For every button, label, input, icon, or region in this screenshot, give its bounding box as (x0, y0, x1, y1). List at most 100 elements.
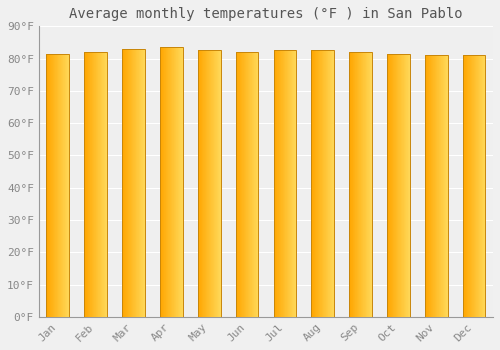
Bar (313, 50, 314, 317)
Bar (241, 52, 242, 317)
Bar (357, 52, 358, 317)
Bar (434, 55, 435, 317)
Bar (55, 54, 56, 317)
Bar (62, 54, 63, 317)
Bar (86, 52, 87, 317)
Bar (66, 54, 67, 317)
Bar (470, 55, 472, 317)
Bar (406, 54, 407, 317)
Bar (466, 55, 468, 317)
Bar (433, 55, 434, 317)
Bar (52, 54, 53, 317)
Bar (206, 50, 207, 317)
Bar (293, 50, 294, 317)
Bar (167, 47, 168, 317)
Bar (425, 55, 426, 317)
Bar (365, 52, 366, 317)
Bar (217, 50, 218, 317)
Bar (366, 52, 367, 317)
Bar (435, 55, 436, 317)
Bar (246, 52, 247, 317)
Bar (178, 47, 179, 317)
Bar (165, 47, 166, 317)
Bar (88, 52, 89, 317)
Bar (322, 50, 324, 317)
Bar (127, 49, 128, 317)
Bar (141, 49, 142, 317)
Bar (468, 55, 469, 317)
Bar (94, 52, 95, 317)
Bar (236, 52, 258, 317)
Bar (445, 55, 446, 317)
Bar (463, 55, 464, 317)
Bar (352, 52, 353, 317)
Bar (254, 52, 255, 317)
Bar (144, 49, 145, 317)
Bar (103, 52, 104, 317)
Bar (288, 50, 289, 317)
Bar (202, 50, 203, 317)
Bar (463, 55, 485, 317)
Bar (349, 52, 350, 317)
Bar (370, 52, 371, 317)
Bar (294, 50, 295, 317)
Bar (253, 52, 254, 317)
Bar (252, 52, 253, 317)
Bar (279, 50, 280, 317)
Bar (325, 50, 326, 317)
Bar (90, 52, 91, 317)
Bar (282, 50, 283, 317)
Bar (176, 47, 177, 317)
Bar (465, 55, 466, 317)
Bar (480, 55, 481, 317)
Bar (205, 50, 206, 317)
Bar (250, 52, 251, 317)
Bar (362, 52, 363, 317)
Bar (476, 55, 477, 317)
Bar (438, 55, 439, 317)
Bar (314, 50, 315, 317)
Bar (123, 49, 124, 317)
Bar (408, 54, 409, 317)
Bar (437, 55, 438, 317)
Bar (200, 50, 201, 317)
Bar (126, 49, 127, 317)
Bar (131, 49, 132, 317)
Bar (138, 49, 139, 317)
Bar (292, 50, 293, 317)
Bar (274, 50, 296, 317)
Bar (403, 54, 404, 317)
Bar (318, 50, 320, 317)
Bar (64, 54, 65, 317)
Bar (219, 50, 220, 317)
Bar (278, 50, 279, 317)
Bar (91, 52, 92, 317)
Bar (201, 50, 202, 317)
Bar (330, 50, 331, 317)
Bar (441, 55, 442, 317)
Bar (388, 54, 389, 317)
Bar (317, 50, 318, 317)
Bar (48, 54, 49, 317)
Bar (444, 55, 445, 317)
Bar (399, 54, 400, 317)
Bar (134, 49, 135, 317)
Bar (198, 50, 220, 317)
Bar (359, 52, 360, 317)
Bar (92, 52, 94, 317)
Bar (387, 54, 410, 317)
Bar (353, 52, 354, 317)
Bar (46, 54, 69, 317)
Bar (239, 52, 240, 317)
Bar (209, 50, 210, 317)
Bar (51, 54, 52, 317)
Bar (477, 55, 478, 317)
Bar (363, 52, 364, 317)
Bar (391, 54, 392, 317)
Bar (315, 50, 316, 317)
Bar (143, 49, 144, 317)
Bar (67, 54, 68, 317)
Bar (237, 52, 238, 317)
Bar (168, 47, 169, 317)
Bar (407, 54, 408, 317)
